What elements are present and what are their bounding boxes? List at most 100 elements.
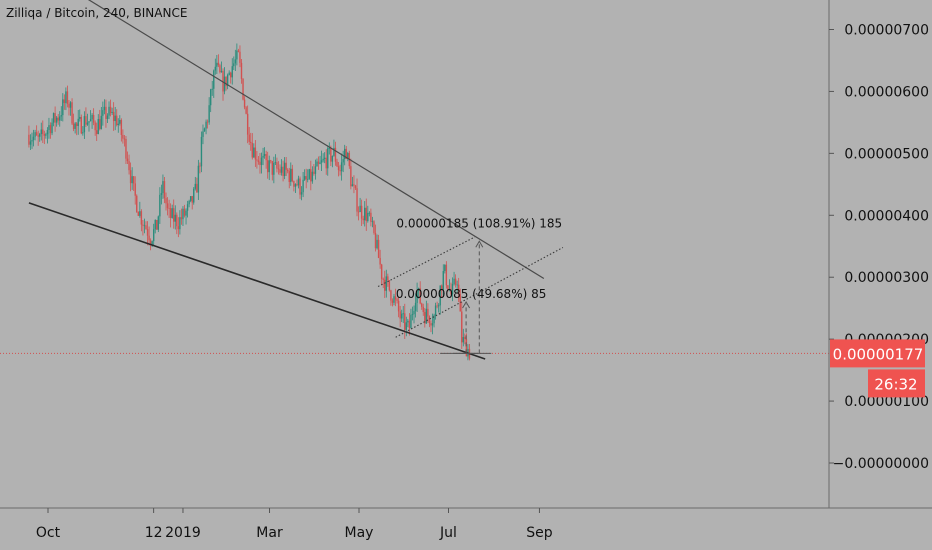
candle <box>117 118 119 133</box>
candle-body <box>119 119 121 124</box>
candle <box>362 215 364 225</box>
candle-body <box>317 161 320 164</box>
candle-body <box>465 338 468 357</box>
candle <box>319 155 321 165</box>
candle <box>32 129 35 147</box>
candle <box>100 106 103 130</box>
candle <box>186 200 189 218</box>
candle <box>152 223 155 246</box>
candle-body <box>393 296 395 303</box>
candle-body <box>60 115 62 117</box>
candle-body <box>331 155 334 162</box>
candle-body <box>345 148 347 159</box>
candle-body <box>102 110 104 116</box>
time-axis[interactable]: Oct 12 2019 Mar May Jul Sep <box>36 508 553 541</box>
candle-body <box>368 212 371 214</box>
candle-body <box>42 129 44 135</box>
candle-body <box>237 50 240 52</box>
candle-body <box>148 235 150 241</box>
candle-body <box>157 216 160 230</box>
candle <box>356 178 358 217</box>
candle <box>142 220 144 236</box>
candle <box>303 169 306 181</box>
candle <box>55 115 58 127</box>
candle-body <box>323 157 326 159</box>
candle <box>417 287 420 299</box>
candle-body <box>308 169 310 179</box>
candle-body <box>242 78 244 100</box>
candle <box>77 110 79 135</box>
candle <box>208 97 210 125</box>
candle <box>411 306 414 321</box>
candle-body <box>89 119 92 122</box>
candle <box>339 164 341 176</box>
candle <box>200 131 203 173</box>
candle-body <box>367 212 369 222</box>
candle-body <box>82 132 84 134</box>
channel-upper-line[interactable] <box>377 236 476 287</box>
candle <box>380 263 383 286</box>
candle-body <box>394 296 397 300</box>
measure-large-label: 0.00000185 (108.91%) 185 <box>396 216 562 230</box>
candle <box>327 145 329 176</box>
candle <box>165 192 167 211</box>
candle <box>441 284 443 298</box>
upper-trendline[interactable] <box>85 0 545 279</box>
candle-body <box>31 140 33 142</box>
candle-body <box>59 116 61 121</box>
candle <box>137 211 139 216</box>
candle <box>268 155 270 181</box>
candle <box>399 305 401 328</box>
candle-body <box>202 131 204 137</box>
candle <box>379 249 381 269</box>
candle-body <box>376 239 378 249</box>
candle-body <box>191 196 193 203</box>
candle <box>385 269 387 298</box>
candle-body <box>371 221 374 223</box>
candle-body <box>351 184 354 187</box>
candle-body <box>464 337 466 339</box>
candle-body <box>230 72 232 78</box>
lower-trendline[interactable] <box>28 202 486 360</box>
candle <box>270 159 272 164</box>
candle <box>360 199 363 227</box>
candle <box>262 147 264 166</box>
candle <box>308 168 310 180</box>
candle <box>273 156 275 184</box>
countdown-badge-bg <box>868 369 925 398</box>
candle <box>120 118 123 142</box>
candle <box>334 141 337 166</box>
candle-body <box>305 176 307 180</box>
candle-body <box>55 117 58 123</box>
candle <box>364 201 366 227</box>
y-tick-label: 0.00000300 <box>844 270 929 286</box>
candle-body <box>365 207 367 222</box>
channel-lower-line[interactable] <box>395 247 564 338</box>
candle-body <box>83 116 86 133</box>
candle-body <box>327 148 329 169</box>
candle-body <box>419 288 421 304</box>
candle-body <box>379 257 381 265</box>
measure-small[interactable] <box>440 300 479 354</box>
candle-body <box>424 312 426 324</box>
candle <box>382 277 384 289</box>
candle-body <box>142 224 144 226</box>
candle <box>223 67 226 95</box>
candle <box>92 108 95 126</box>
candle <box>114 106 116 131</box>
candle-body <box>302 179 304 193</box>
candle-body <box>239 51 241 63</box>
candle-body <box>100 115 103 130</box>
candle-body <box>209 89 212 106</box>
candle <box>316 158 318 167</box>
candle <box>296 179 298 187</box>
candle <box>66 85 69 108</box>
candle-body <box>39 134 41 137</box>
candle <box>442 264 444 296</box>
candle <box>139 201 141 218</box>
candle-body <box>417 288 420 292</box>
candle <box>59 111 61 127</box>
candle-body <box>347 152 349 159</box>
